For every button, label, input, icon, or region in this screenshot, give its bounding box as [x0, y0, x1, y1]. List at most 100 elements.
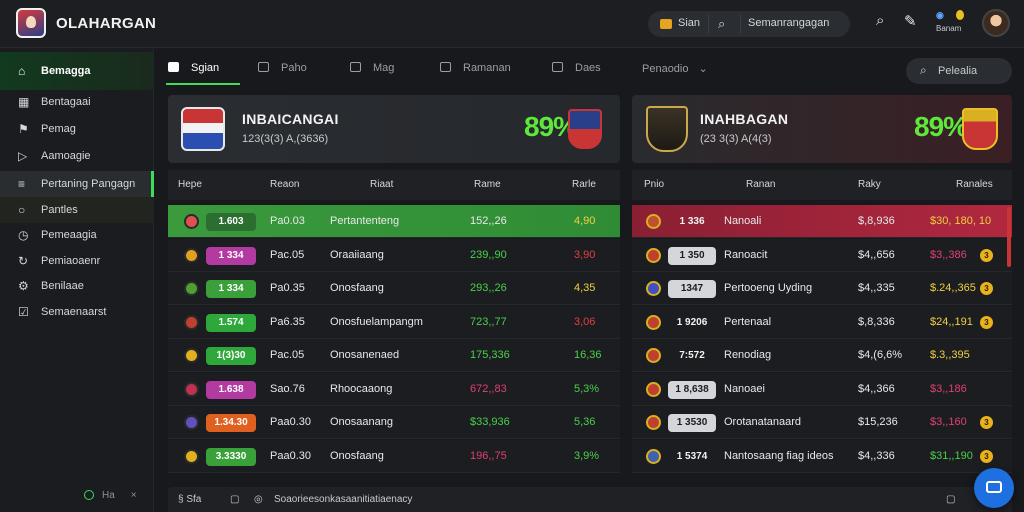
row-value: 293,,26	[470, 282, 507, 294]
tab-label: Ramanan	[463, 62, 511, 74]
away-team-card[interactable]: INAHBAGAN (23 3(3) A(4(3) 89%	[632, 95, 1012, 163]
stack-icon: ≡	[18, 177, 26, 191]
team-mini-icon	[184, 448, 199, 464]
table-row[interactable]: 1347 Pertooeng Uyding $4,,335 $.24,,365 3	[632, 272, 1012, 305]
away-team-name: INAHBAGAN	[700, 111, 789, 127]
sidebar-item-clock[interactable]: ◷ Pemeaagia	[0, 222, 154, 248]
search-icon[interactable]: ⌕	[876, 12, 885, 29]
table-row[interactable]: 1 336 Nanoali $,8,936 $30, 180, 10	[632, 205, 1012, 238]
team-mini-icon	[184, 415, 199, 430]
table-row[interactable]: 1 9206 Pertenaal $,8,336 $24,,191 3	[632, 305, 1012, 339]
microphone-icon[interactable]: ✎	[904, 13, 917, 30]
tab-search-input[interactable]: ⌕ Pelealia	[906, 58, 1012, 84]
tab-sgian[interactable]: Sgian	[168, 62, 219, 74]
row-name: Nantosaang fiag ideos	[724, 449, 834, 462]
home-team-card[interactable]: INBAICANGAI 123(3(3) A,(3636) 89%	[168, 95, 620, 163]
column-header[interactable]: Ranan	[746, 179, 776, 190]
column-header[interactable]: Rarle	[572, 179, 596, 190]
tab-label: Penaodio	[642, 63, 689, 75]
top-pill-label[interactable]: Sian	[678, 17, 701, 29]
badge-label: Banam	[936, 24, 962, 33]
tab-penaodio[interactable]: Penaodio ⌄	[642, 62, 708, 75]
coin-icon	[956, 10, 964, 20]
sidebar-footer-label: Ha	[102, 490, 115, 501]
tab-icon	[350, 62, 361, 72]
sidebar-item-gear[interactable]: ⚙ Benilaae	[0, 273, 154, 299]
tab-ramanan[interactable]: Ramanan	[440, 62, 511, 74]
row-percent: 5,36	[574, 416, 596, 428]
table-row[interactable]: 1 8,638 Nanoaei $4,,366 $3,,186	[632, 372, 1012, 406]
expand-icon[interactable]: ▢	[946, 494, 956, 505]
sidebar-item-stack[interactable]: ≡ Pertaning Pangagn	[0, 171, 154, 197]
row-name: Onosfuelampangm	[330, 315, 423, 328]
sidebar-item-refresh[interactable]: ↻ Pemiaoaenr	[0, 248, 154, 274]
row-value: 672,,83	[470, 382, 507, 395]
table-row[interactable]: 1 334 Pa0.35 Onosfaang 293,,26 4,35	[168, 272, 620, 305]
top-pill-control[interactable]: Sian ⌕ Semanrangagan	[648, 11, 850, 37]
tab-icon	[440, 62, 451, 72]
table-row[interactable]: 3.3330 Paa0.30 Onosfaang 196,,75 3,9%	[168, 439, 620, 473]
tab-bar: Sgian Paho Mag Ramanan Daes Penaodio ⌄	[154, 48, 1024, 90]
row-amount: $.3,,395	[930, 349, 970, 361]
table-row[interactable]: 1.574 Pa6.35 Onosfuelampangm 723,,77 3,06	[168, 305, 620, 339]
table-row[interactable]: 1(3)30 Pac.05 Onosanenaed 175,336 16,36	[168, 339, 620, 372]
table-row[interactable]: 1.34.30 Paa0.30 Onosaanang $33,936 5,36	[168, 406, 620, 439]
table-row[interactable]: 1.638 Sao.76 Rhoocaaong 672,,83 5,3%	[168, 372, 620, 406]
column-header[interactable]: Pnio	[644, 179, 665, 190]
away-team-stats: (23 3(3) A(4(3)	[700, 133, 772, 145]
sidebar-item-label: Bentagaai	[41, 96, 91, 108]
top-search-label[interactable]: Semanrangagan	[748, 17, 830, 29]
scrollbar[interactable]	[1007, 207, 1011, 267]
team-mini-icon	[184, 314, 199, 330]
sidebar-item-check[interactable]: ☑ Semaenaarst	[0, 299, 154, 325]
row-percent: 3,9%	[574, 449, 600, 462]
row-value: 196,,75	[470, 449, 507, 462]
avatar[interactable]	[982, 9, 1010, 37]
column-header[interactable]: Reaon	[270, 179, 300, 190]
wallet-icon	[660, 19, 672, 29]
row-amount: $3,,186	[930, 382, 967, 395]
rank-pill: 1.574	[206, 313, 256, 332]
bottom-left-label[interactable]: § Sfa	[178, 494, 201, 505]
row-code: Pa6.35	[270, 315, 305, 328]
row-value: 175,336	[470, 349, 510, 361]
sidebar-item-play[interactable]: ▷ Aamoagie	[0, 143, 154, 169]
sidebar-item-circle[interactable]: ○ Pantles	[0, 197, 154, 223]
row-name: Nanoaei	[724, 382, 765, 395]
search-icon[interactable]: ⌕	[718, 16, 726, 31]
table-row[interactable]: 1 334 Pac.05 Oraaiiaang 239,,90 3,90	[168, 238, 620, 272]
tab-daes[interactable]: Daes	[552, 62, 601, 74]
team-mini-icon	[184, 348, 199, 363]
column-header[interactable]: Hepe	[178, 179, 202, 190]
column-header[interactable]: Riaat	[370, 179, 394, 190]
table-row[interactable]: 1 350 Ranoacit $4,,656 $3,,386 3	[632, 238, 1012, 272]
app-logo[interactable]	[16, 8, 46, 38]
home-team-stats: 123(3(3) A,(3636)	[242, 133, 329, 145]
column-header[interactable]: Raky	[858, 179, 881, 190]
row-code: Pac.05	[270, 248, 305, 261]
sidebar-item-label: Benilaae	[41, 280, 84, 292]
table-row[interactable]: 1.603 Pa0.03 Pertantenteng 152,,26 4,90	[168, 205, 620, 238]
tag-icon: §	[178, 494, 184, 505]
tab-icon	[168, 62, 179, 72]
info-icon[interactable]: ◎	[254, 494, 263, 505]
column-header[interactable]: Rame	[474, 179, 501, 190]
table-row[interactable]: 1 5374 Nantosaang fiag ideos $4,,336 $31,,1…	[632, 439, 1012, 473]
sidebar-footer[interactable]: Ha ×	[84, 490, 137, 501]
collapse-icon[interactable]: ×	[130, 490, 137, 501]
sidebar-item-home[interactable]: ⌂ Bemagga	[0, 52, 154, 90]
row-amount: $.24,,365	[930, 282, 976, 294]
tab-paho[interactable]: Paho	[258, 62, 307, 74]
row-amount: $31,,190	[930, 449, 973, 462]
column-header[interactable]: Ranales	[956, 179, 993, 190]
tab-mag[interactable]: Mag	[350, 62, 394, 74]
table-row[interactable]: 1 3530 Orotanatanaard $15,236 $3,,160 3	[632, 406, 1012, 439]
table-row[interactable]: 7:572 Renodiag $4,(6,6% $.3,,395	[632, 339, 1012, 372]
rank-pill: 1.603	[206, 213, 256, 231]
chat-icon[interactable]: ▢	[230, 494, 240, 505]
row-percent: 3,06	[574, 315, 596, 328]
sidebar-item-shield[interactable]: ⚑ Pemag	[0, 116, 154, 142]
notification-badge[interactable]: ◉ Banam	[936, 10, 972, 38]
chat-fab-button[interactable]	[974, 468, 1014, 508]
sidebar-item-grid[interactable]: ▦ Bentagaai	[0, 89, 154, 115]
